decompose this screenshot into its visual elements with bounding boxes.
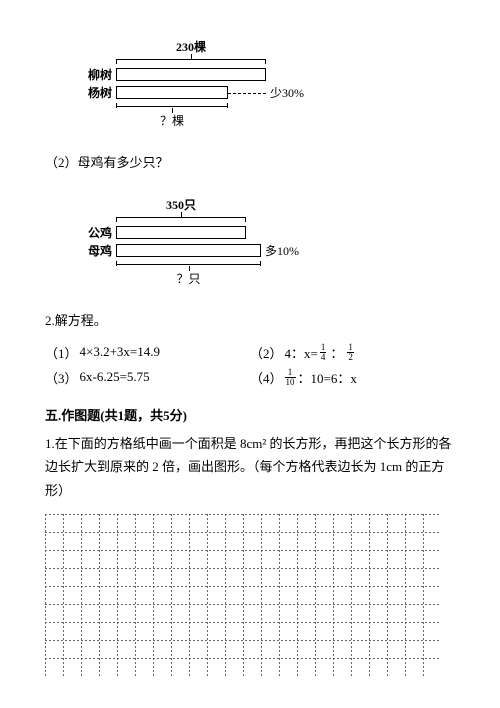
brace-bottom bbox=[116, 102, 228, 112]
bar1-label: 柳树 bbox=[80, 66, 116, 83]
diagram1-bottom-label: ？棵 bbox=[116, 112, 228, 129]
bar-row-2: 杨树 少30% bbox=[80, 84, 455, 101]
diagram-chickens: 350只 公鸡 母鸡 多10% ？只 bbox=[80, 196, 455, 287]
diagram2-top-label: 350只 bbox=[116, 196, 246, 213]
equation-3: （3）6x-6.25=5.75 bbox=[45, 368, 250, 387]
bar3 bbox=[116, 226, 246, 239]
bar1 bbox=[116, 68, 266, 81]
answer-grid bbox=[45, 514, 455, 680]
diagram1-top-label: 230棵 bbox=[116, 38, 266, 55]
equation-4: （4）110：10=6：x bbox=[250, 368, 455, 387]
equation-2: （2）4：x=14：12 bbox=[250, 343, 455, 362]
brace-top bbox=[116, 55, 266, 65]
bar-row-1: 柳树 bbox=[80, 66, 455, 83]
bar-row-4: 母鸡 多10% bbox=[80, 242, 455, 259]
bar4 bbox=[116, 244, 261, 257]
grid-svg bbox=[45, 514, 441, 676]
brace-bottom-2 bbox=[116, 260, 261, 270]
bar4-label: 母鸡 bbox=[80, 242, 116, 259]
section-5-title: 五.作图题(共1题，共5分) bbox=[45, 405, 455, 424]
solve-equations-heading: 2.解方程。 bbox=[45, 309, 455, 332]
bar-row-3: 公鸡 bbox=[80, 224, 455, 241]
diagram2-side-label: 多10% bbox=[265, 242, 299, 259]
bar3-label: 公鸡 bbox=[80, 224, 116, 241]
equation-1: （1）4×3.2+3x=14.9 bbox=[45, 343, 250, 362]
diagram1-side-label: 少30% bbox=[270, 84, 304, 101]
bar2 bbox=[116, 86, 228, 99]
equations-block: （1）4×3.2+3x=14.9 （2）4：x=14：12 （3）6x-6.25… bbox=[45, 343, 455, 387]
diagram-trees: 230棵 柳树 杨树 少30% ？棵 bbox=[80, 38, 455, 129]
question-2-text: （2）母鸡有多少只？ bbox=[45, 151, 455, 174]
brace-top-2 bbox=[116, 213, 246, 223]
section-5-body: 1.在下面的方格纸中画一个面积是 8cm² 的长方形，再把这个长方形的各边长扩大… bbox=[45, 432, 455, 502]
bar2-label: 杨树 bbox=[80, 84, 116, 101]
diagram2-bottom-label: ？只 bbox=[116, 270, 261, 287]
